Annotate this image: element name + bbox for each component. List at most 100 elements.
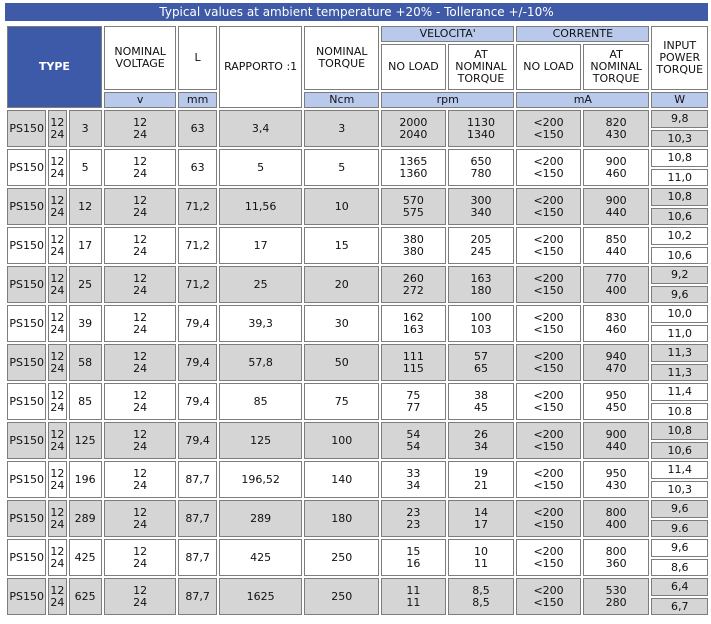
speed-no-load-cell: 54 54	[381, 422, 446, 459]
speed-at-torque-cell: 650 780	[447, 149, 515, 186]
nominal-voltage-cell-value: 24	[133, 244, 148, 258]
power-cell-upper: 10,8	[651, 422, 708, 440]
ratio-code-cell: 3	[68, 110, 102, 147]
nominal-voltage-cell-value: 24	[133, 517, 148, 531]
speed-no-load-cell: 33 34	[381, 461, 446, 498]
current-at-torque-cell-value: 770	[605, 271, 627, 285]
ratio-cell: 17	[218, 227, 303, 264]
speed-no-load-cell-value: 2040	[399, 127, 428, 141]
ratio-cell: 85	[218, 383, 303, 420]
model-cell: PS150	[7, 539, 47, 576]
nominal-torque-header: NOMINAL TORQUE	[304, 26, 380, 90]
speed-unit: rpm	[381, 92, 515, 108]
voltage-code-cell-value: 24	[50, 322, 65, 336]
nominal-voltage-cell-value: 12	[133, 544, 148, 558]
speed-at-torque-cell-value: 65	[473, 361, 488, 375]
model-cell-value: PS150	[9, 511, 44, 525]
ratio-cell-value: 57,8	[248, 355, 273, 369]
speed-no-load-cell-value: 1360	[399, 166, 428, 180]
ratio-code-cell: 58	[68, 344, 102, 381]
voltage-code-cell-value: 24	[50, 127, 65, 141]
nominal-voltage-cell: 12 24	[103, 500, 177, 537]
speed-no-load-cell: 111 115	[381, 344, 446, 381]
speed-at-torque-cell: 100 103	[447, 305, 515, 342]
voltage-code-cell-value: 24	[50, 556, 65, 570]
length-header: L	[178, 26, 217, 90]
model-cell-value: PS150	[9, 355, 44, 369]
current-no-load-cell-value: <150	[533, 400, 564, 414]
length-cell: 79,4	[178, 422, 217, 459]
table-row-lower: 10,6	[7, 442, 708, 459]
ratio-header: RAPPORTO :1	[218, 26, 303, 108]
speed-at-torque-cell-value: 19	[473, 466, 488, 480]
length-cell: 87,7	[178, 539, 217, 576]
model-cell: PS150	[7, 383, 47, 420]
speed-no-load-cell: 1365 1360	[381, 149, 446, 186]
length-cell: 71,2	[178, 227, 217, 264]
nominal-voltage-cell: 12 24	[103, 539, 177, 576]
length-cell: 79,4	[178, 383, 217, 420]
table-row-lower: 11,0	[7, 325, 708, 342]
current-at-torque-cell: 900 460	[582, 149, 650, 186]
ratio-code-cell-value: 3	[81, 121, 89, 135]
speed-at-torque-cell-value: 245	[470, 244, 492, 258]
current-no-load-cell-value: <150	[533, 283, 564, 297]
current-no-load-cell: <200 <150	[516, 110, 581, 147]
length-cell: 63	[178, 110, 217, 147]
current-no-load-cell-value: <150	[533, 595, 564, 609]
nominal-voltage-cell-value: 12	[133, 349, 148, 363]
model-cell-value: PS150	[9, 160, 44, 174]
voltage-code-cell: 12 24	[48, 383, 67, 420]
speed-no-load-cell-value: 380	[402, 232, 424, 246]
current-no-load-header: NO LOAD	[516, 44, 581, 90]
power-cell-lower-value: 9,6	[670, 287, 689, 301]
speed-no-load-cell: 75 77	[381, 383, 446, 420]
nominal-voltage-cell: 12 24	[103, 461, 177, 498]
model-cell: PS150	[7, 461, 47, 498]
power-cell-lower-value: 10,6	[667, 248, 692, 262]
power-cell-upper: 9,6	[651, 500, 708, 518]
ratio-code-cell-value: 17	[78, 238, 93, 252]
length-cell: 71,2	[178, 266, 217, 303]
length-cell-value: 79,4	[185, 316, 210, 330]
current-at-torque-cell-value: 900	[605, 427, 627, 441]
speed-no-load-cell-value: 570	[402, 193, 424, 207]
current-at-torque-cell-value: 530	[605, 583, 627, 597]
current-no-load-cell-value: <200	[533, 154, 564, 168]
nominal-voltage-cell-value: 12	[133, 154, 148, 168]
current-no-load-cell: <200 <150	[516, 383, 581, 420]
ratio-code-cell-value: 289	[74, 511, 96, 525]
voltage-code-cell-value: 12	[50, 232, 65, 246]
speed-at-torque-cell-value: 45	[473, 400, 488, 414]
speed-at-torque-header: AT NOMINAL TORQUE	[447, 44, 515, 90]
model-cell: PS150	[7, 344, 47, 381]
torque-cell-value: 100	[331, 433, 353, 447]
model-cell-value: PS150	[9, 121, 44, 135]
power-cell-lower-value: 11,3	[667, 365, 692, 379]
ratio-cell-value: 425	[250, 550, 272, 564]
speed-at-torque-cell-value: 21	[473, 478, 488, 492]
power-cell-lower-value: 10,3	[667, 131, 692, 145]
nominal-voltage-cell-value: 24	[133, 361, 148, 375]
speed-at-torque-cell-value: 57	[473, 349, 488, 363]
current-no-load-cell-value: <200	[533, 505, 564, 519]
ratio-cell-value: 85	[253, 394, 268, 408]
model-cell: PS150	[7, 305, 47, 342]
table-row: PS150 12 24 58 12 24 79,4 57,8 50 111 115 57 65 <200 <…	[7, 344, 708, 381]
length-cell-value: 87,7	[185, 589, 210, 603]
torque-cell-value: 5	[338, 160, 346, 174]
current-header: CORRENTE	[516, 26, 650, 42]
speed-at-torque-cell: 38 45	[447, 383, 515, 420]
model-cell: PS150	[7, 578, 47, 615]
current-at-torque-cell: 900 440	[582, 422, 650, 459]
nominal-voltage-cell: 12 24	[103, 266, 177, 303]
speed-no-load-cell-value: 54	[406, 427, 421, 441]
torque-cell-value: 30	[334, 316, 349, 330]
ratio-cell: 5	[218, 149, 303, 186]
voltage-code-cell: 12 24	[48, 422, 67, 459]
current-no-load-cell: <200 <150	[516, 578, 581, 615]
speed-at-torque-cell-value: 11	[473, 556, 488, 570]
nominal-voltage-cell-value: 12	[133, 271, 148, 285]
power-cell-upper: 9,8	[651, 110, 708, 128]
